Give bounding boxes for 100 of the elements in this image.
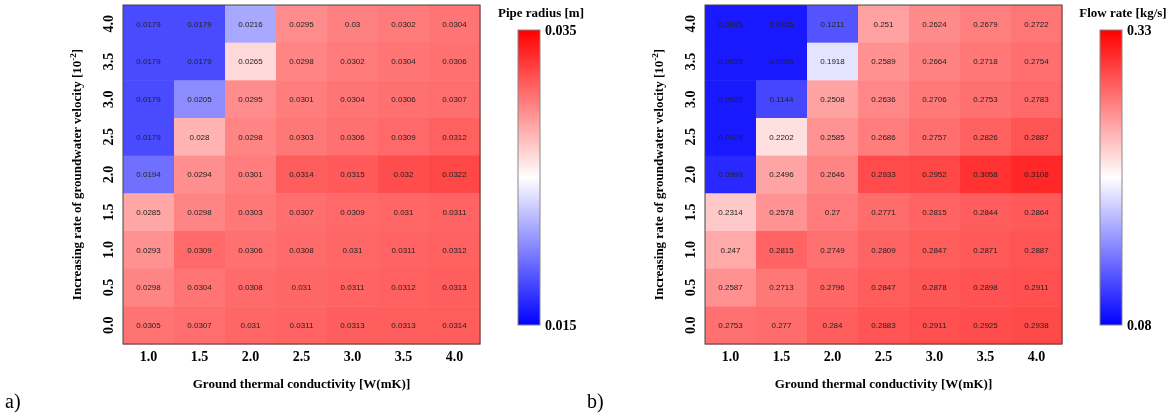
data-label: 0.0304 [442, 19, 468, 29]
data-label: 0.2585 [820, 132, 846, 142]
data-label: 0.0306 [238, 245, 264, 255]
data-label: 0.0301 [289, 94, 315, 104]
data-label: 0.284 [822, 320, 844, 330]
data-label: 0.0305 [136, 320, 162, 330]
y-tick-label: 1.5 [101, 203, 116, 221]
data-label: 0.2754 [1024, 57, 1050, 67]
data-label: 0.0307 [187, 320, 213, 330]
y-tick-label: 1.0 [101, 241, 116, 259]
x-tick-label: 2.5 [292, 349, 311, 364]
data-label: 0.2864 [1024, 207, 1050, 217]
y-tick-label: 1.5 [683, 203, 698, 221]
y-tick-label: 1.0 [683, 241, 698, 259]
x-tick-label: 4.0 [1027, 349, 1046, 364]
y-tick-label: 2.5 [683, 128, 698, 146]
data-label: 0.2938 [1024, 320, 1050, 330]
color-bar-label: 0.035 [545, 22, 577, 38]
data-label: 0.028 [189, 132, 211, 142]
y-tick-label: 0.0 [101, 316, 116, 334]
data-label: 0.2624 [922, 19, 948, 29]
data-label: 0.2578 [769, 207, 795, 217]
data-label: 0.247 [720, 245, 742, 255]
data-label: 0.0925 [718, 132, 744, 142]
data-label: 0.0311 [340, 283, 365, 293]
data-label: 0.0285 [136, 207, 162, 217]
x-tick-label: 3.0 [343, 349, 362, 364]
data-label: 0.3108 [1024, 170, 1050, 180]
data-label: 0.1211 [820, 19, 845, 29]
data-label: 0.0298 [238, 132, 264, 142]
data-label: 0.2847 [871, 283, 897, 293]
x-tick-label: 2.5 [874, 349, 893, 364]
data-label: 0.251 [873, 19, 895, 29]
x-tick-label: 3.0 [925, 349, 944, 364]
data-label: 0.0294 [187, 170, 213, 180]
x-tick-label: 1.5 [190, 349, 209, 364]
data-label: 0.0194 [136, 170, 162, 180]
data-label: 0.031 [291, 283, 313, 293]
x-tick-label: 1.0 [139, 349, 158, 364]
data-label: 0.0304 [187, 283, 213, 293]
x-tick-label: 4.0 [445, 349, 464, 364]
data-label: 0.2844 [973, 207, 999, 217]
data-label: 0.0298 [289, 57, 315, 67]
data-label: 0.2826 [973, 132, 999, 142]
data-label: 0.0925 [769, 19, 795, 29]
data-label: 0.2706 [922, 94, 948, 104]
data-label: 0.0308 [289, 245, 315, 255]
data-label: 0.3058 [973, 170, 999, 180]
data-label: 0.2796 [820, 283, 846, 293]
y-tick-label: 2.0 [101, 165, 116, 184]
y-tick-label: 3.0 [101, 90, 116, 108]
data-label: 0.0265 [238, 57, 264, 67]
data-label: 0.2753 [973, 94, 999, 104]
data-label: 0.0307 [442, 94, 468, 104]
data-label: 0.0309 [187, 245, 213, 255]
data-label: 0.0205 [187, 94, 213, 104]
data-label: 0.0179 [136, 94, 162, 104]
data-label: 0.0302 [391, 19, 417, 29]
data-label: 0.2589 [871, 57, 897, 67]
data-label: 0.1144 [769, 94, 794, 104]
data-label: 0.0306 [340, 132, 366, 142]
x-tick-label: 2.0 [823, 349, 842, 364]
data-label: 0.0311 [442, 207, 467, 217]
data-label: 0.2887 [1024, 132, 1050, 142]
x-axis-title: Ground thermal conductivity [W(mK)] [774, 376, 993, 391]
data-label: 0.0293 [136, 245, 162, 255]
data-label: 0.2783 [1024, 94, 1050, 104]
data-label: 0.2815 [769, 245, 795, 255]
data-label: 0.0313 [340, 320, 366, 330]
data-label: 0.0313 [391, 320, 417, 330]
y-tick-label: 4.0 [683, 15, 698, 33]
data-label: 0.0304 [340, 94, 366, 104]
data-label: 0.2952 [922, 170, 948, 180]
data-label: 0.03 [344, 19, 361, 29]
data-label: 0.0295 [289, 19, 315, 29]
data-label: 0.0302 [340, 57, 366, 67]
data-label: 0.0311 [289, 320, 314, 330]
data-label: 0.2847 [922, 245, 948, 255]
data-label: 0.2871 [973, 245, 999, 255]
data-label: 0.2933 [871, 170, 897, 180]
data-label: 0.0303 [289, 132, 315, 142]
data-label: 0.2925 [973, 320, 999, 330]
y-tick-label: 3.0 [683, 90, 698, 108]
data-label: 0.0304 [391, 57, 417, 67]
data-label: 0.0314 [289, 170, 315, 180]
data-label: 0.2887 [1024, 245, 1050, 255]
x-tick-label: 3.5 [394, 349, 413, 364]
color-bar-label: 0.015 [545, 317, 577, 333]
data-label: 0.2636 [871, 94, 897, 104]
data-label: 0.031 [342, 245, 364, 255]
data-label: 0.2646 [820, 170, 846, 180]
data-label: 0.2508 [820, 94, 846, 104]
data-label: 0.2718 [973, 57, 999, 67]
y-tick-label: 4.0 [101, 15, 116, 33]
data-label: 0.0925 [718, 94, 744, 104]
data-label: 0.0179 [187, 57, 213, 67]
color-bar-label: 0.08 [1127, 317, 1152, 333]
data-label: 0.0322 [442, 170, 468, 180]
data-label: 0.0179 [136, 132, 162, 142]
data-label: 0.2815 [922, 207, 948, 217]
